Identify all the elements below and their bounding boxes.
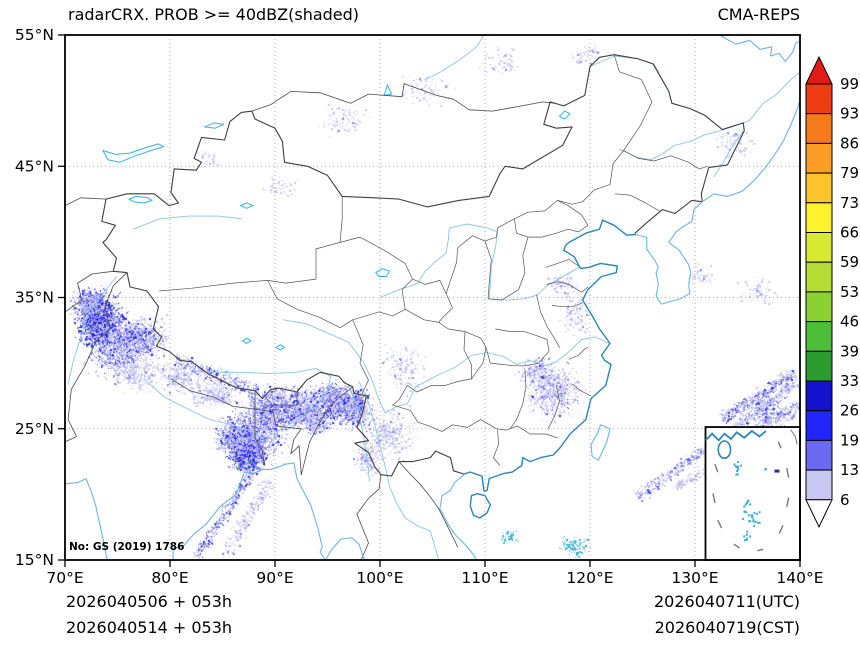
colorbar-tick-label: 19 — [840, 431, 859, 449]
license-stamp: No: GS (2019) 1786 — [69, 541, 185, 553]
x-tick-label: 140°E — [776, 569, 823, 587]
x-tick-label: 120°E — [566, 569, 613, 587]
y-tick-label: 25°N — [15, 420, 54, 438]
footer-valid-cst: 2026040719(CST) — [654, 618, 800, 637]
colorbar-tick-label: 73 — [840, 194, 859, 212]
y-tick-label: 45°N — [15, 157, 54, 175]
model-name: CMA-REPS — [717, 5, 800, 24]
footer-init-cst: 2026040514 + 053h — [66, 618, 233, 637]
colorbar-tick-label: 53 — [840, 283, 859, 301]
colorbar-tick-label: 46 — [840, 313, 859, 331]
colorbar-tick-label: 93 — [840, 105, 859, 123]
x-tick-label: 110°E — [461, 569, 508, 587]
colorbar-tick-label: 26 — [840, 402, 859, 420]
x-tick-label: 130°E — [671, 569, 718, 587]
colorbar-tick-label: 6 — [840, 491, 850, 509]
x-tick-label: 100°E — [356, 569, 403, 587]
footer-init-utc: 2026040506 + 053h — [66, 592, 233, 611]
colorbar-tick-label: 33 — [840, 372, 859, 390]
colorbar: 99 93 86 79 73 66 59 53 46 39 33 26 19 13 6 — [805, 55, 859, 528]
x-tick-label: 70°E — [46, 569, 83, 587]
colorbar-tick-label: 66 — [840, 224, 859, 242]
colorbar-tick-label: 39 — [840, 342, 859, 360]
x-tick-label: 80°E — [151, 569, 188, 587]
x-tick-label: 90°E — [256, 569, 293, 587]
colorbar-tick-label: 99 — [840, 75, 859, 93]
south-china-sea-inset — [704, 426, 801, 561]
colorbar-tick-label: 59 — [840, 253, 859, 271]
y-tick-label: 35°N — [15, 289, 54, 307]
plot-title: radarCRX. PROB >= 40dBZ(shaded) — [68, 5, 360, 24]
colorbar-tick-label: 79 — [840, 164, 859, 182]
y-tick-label: 15°N — [15, 551, 54, 569]
colorbar-tick-label: 86 — [840, 134, 859, 152]
colorbar-tick-label: 13 — [840, 461, 859, 479]
y-tick-label: 55°N — [15, 26, 54, 44]
footer-valid-utc: 2026040711(UTC) — [654, 592, 800, 611]
